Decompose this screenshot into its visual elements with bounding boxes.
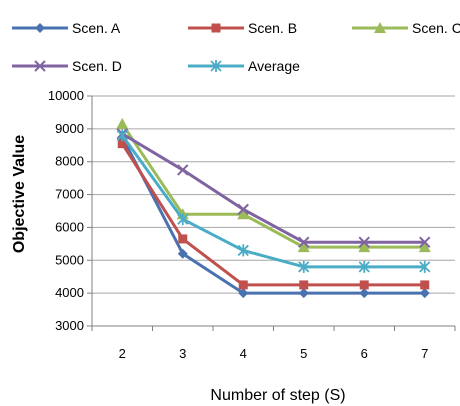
x-axis-title: Number of step (S) bbox=[210, 387, 345, 404]
legend-item: Scen. C bbox=[352, 20, 460, 36]
data-point bbox=[116, 117, 129, 129]
series-0 bbox=[117, 132, 430, 299]
axes: 3000 4000 5000 6000 7000 8000 9000 10000 2 3 4 5 6 7 bbox=[48, 88, 456, 361]
data-point bbox=[420, 280, 430, 290]
data-point bbox=[419, 236, 431, 248]
x-tick-label: 5 bbox=[300, 346, 307, 361]
data-point bbox=[358, 241, 371, 253]
series-4 bbox=[116, 129, 431, 273]
series-line bbox=[121, 134, 425, 269]
data-point bbox=[177, 213, 189, 226]
data-point bbox=[299, 280, 309, 290]
data-point bbox=[419, 260, 431, 273]
legend-label: Scen. D bbox=[72, 58, 122, 74]
legend-marker bbox=[210, 60, 222, 72]
data-point bbox=[177, 164, 189, 176]
data-point bbox=[238, 280, 248, 290]
series-1 bbox=[117, 139, 430, 290]
legend-marker bbox=[35, 23, 45, 33]
data-point bbox=[419, 288, 430, 299]
x-tick-label: 4 bbox=[240, 346, 247, 361]
x-tick-label: 7 bbox=[421, 346, 428, 361]
y-tick-label: 9000 bbox=[55, 121, 84, 136]
data-point bbox=[237, 208, 250, 220]
x-tick-label: 3 bbox=[179, 346, 186, 361]
data-point bbox=[297, 241, 310, 253]
data-point bbox=[116, 129, 128, 142]
legend-item: Scen. B bbox=[188, 20, 297, 36]
legend-marker bbox=[374, 22, 386, 33]
data-point bbox=[298, 236, 310, 248]
legend-marker bbox=[211, 23, 221, 33]
y-tick-label: 8000 bbox=[55, 154, 84, 169]
data-point bbox=[298, 288, 309, 299]
y-tick-label: 10000 bbox=[48, 88, 84, 103]
data-point bbox=[237, 244, 249, 257]
data-point bbox=[359, 280, 369, 290]
legend-label: Scen. B bbox=[248, 20, 297, 36]
series-line bbox=[121, 123, 425, 249]
data-point bbox=[418, 241, 431, 253]
grid-lines bbox=[92, 95, 455, 327]
series-2 bbox=[116, 117, 431, 253]
legend-item: Scen. A bbox=[12, 20, 121, 36]
data-point bbox=[358, 260, 370, 273]
legend-label: Average bbox=[248, 58, 300, 74]
y-tick-label: 3000 bbox=[55, 318, 84, 333]
legend-label: Scen. C bbox=[412, 20, 460, 36]
data-point bbox=[298, 260, 310, 273]
series-line bbox=[120, 142, 425, 287]
y-axis-title: Objective Value bbox=[11, 135, 28, 253]
y-tick-label: 6000 bbox=[55, 219, 84, 234]
legend-item: Average bbox=[188, 58, 300, 74]
data-point bbox=[177, 248, 188, 259]
data-point bbox=[237, 203, 249, 216]
legend-label: Scen. A bbox=[72, 20, 121, 36]
legend-marker bbox=[34, 60, 46, 72]
data-point bbox=[358, 236, 370, 248]
y-tick-label: 5000 bbox=[55, 252, 84, 267]
series-line bbox=[121, 132, 425, 244]
data-point bbox=[359, 288, 370, 299]
data-point bbox=[178, 234, 188, 244]
y-tick-label: 4000 bbox=[55, 285, 84, 300]
series-group bbox=[116, 117, 431, 299]
data-point bbox=[117, 139, 127, 149]
data-point bbox=[238, 288, 249, 299]
x-tick-label: 6 bbox=[361, 346, 368, 361]
y-tick-label: 7000 bbox=[55, 187, 84, 202]
legend-item: Scen. D bbox=[12, 58, 122, 74]
legend: Scen. A Scen. B Scen. C Scen. D Average bbox=[12, 20, 460, 74]
series-line bbox=[120, 136, 425, 295]
x-tick-label: 2 bbox=[119, 346, 126, 361]
